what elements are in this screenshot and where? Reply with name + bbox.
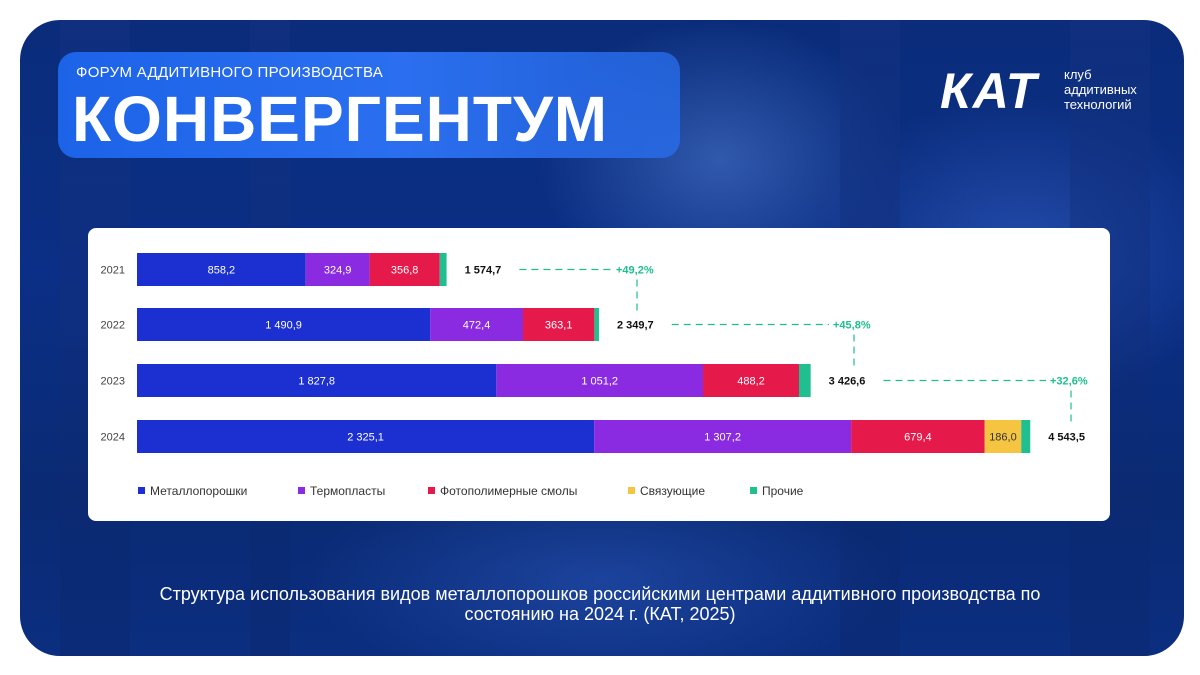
- stacked-bar-chart: 2021 858,2 324,9 356,8 1 574,7 2022 1 490,9 472…: [101, 253, 1088, 453]
- year-label: 2022: [101, 320, 125, 332]
- bar-segment: [851, 420, 985, 453]
- segment-value-label: 1 307,2: [704, 432, 741, 444]
- bar-segment: [305, 253, 370, 286]
- bar-segment: [1021, 420, 1031, 453]
- segment-value-label: 858,2: [208, 265, 236, 277]
- bar-segment: [522, 308, 595, 341]
- legend-item-thermo: Термопласты: [298, 484, 385, 498]
- kat-logo-subtitle: клуб аддитивных технологий: [1064, 67, 1174, 112]
- bar-segment: [137, 253, 306, 286]
- legend-label: Фотополимерные смолы: [440, 484, 578, 498]
- logo-subtitle-line: технологий: [1064, 97, 1132, 112]
- logo-subtitle-line: клуб: [1064, 67, 1092, 82]
- bar-segment: [439, 253, 447, 286]
- chart-caption: Структура использования видов металлопор…: [159, 584, 1041, 624]
- forum-name: КОНВЕРГЕНТУМ: [72, 83, 609, 155]
- year-label: 2021: [101, 265, 125, 277]
- chart-card: 2021 858,2 324,9 356,8 1 574,7 2022 1 490,9 472…: [88, 228, 1110, 521]
- growth-label: +49,2%: [616, 265, 654, 277]
- growth-label: +32,6%: [1050, 376, 1088, 388]
- logo-subtitle-line: аддитивных: [1064, 82, 1137, 97]
- total-label: 4 543,5: [1048, 432, 1085, 444]
- growth-label: +45,8%: [833, 320, 871, 332]
- legend-swatch: [428, 487, 435, 494]
- total-label: 1 574,7: [465, 265, 502, 277]
- bar-segment: [703, 364, 799, 397]
- legend-swatch: [628, 487, 635, 494]
- segment-value-label: 488,2: [737, 376, 765, 388]
- segment-value-label: 1 490,9: [265, 320, 302, 332]
- bar-segment: [137, 364, 497, 397]
- legend-item-binder: Связующие: [628, 484, 705, 498]
- legend-swatch: [138, 487, 145, 494]
- legend-item-other: Прочие: [750, 484, 803, 498]
- legend-label: Прочие: [762, 484, 804, 498]
- total-label: 3 426,6: [829, 376, 866, 388]
- legend-item-photo: Фотополимерные смолы: [428, 484, 577, 498]
- bar-segment: [430, 308, 523, 341]
- forum-label: ФОРУМ АДДИТИВНОГО ПРОИЗВОДСТВА: [76, 64, 384, 81]
- segment-value-label: 472,4: [463, 320, 491, 332]
- segment-value-label: 186,0: [989, 432, 1017, 444]
- bar-segment: [137, 308, 431, 341]
- legend-label: Термопласты: [310, 484, 386, 498]
- title-banner: [58, 52, 680, 158]
- segment-value-label: 1 051,2: [581, 376, 618, 388]
- bar-segment: [594, 308, 599, 341]
- legend-swatch: [750, 487, 757, 494]
- year-label: 2023: [101, 376, 125, 388]
- legend-item-metal: Металлопорошки: [138, 484, 247, 498]
- year-label: 2024: [101, 432, 125, 444]
- bar-segment: [594, 420, 852, 453]
- legend-label: Металлопорошки: [150, 484, 248, 498]
- segment-value-label: 324,9: [324, 265, 352, 277]
- kat-logo: КАТ: [940, 63, 1039, 119]
- bar-segment: [984, 420, 1022, 453]
- legend-swatch: [298, 487, 305, 494]
- segment-value-label: 679,4: [904, 432, 932, 444]
- legend-label: Связующие: [640, 484, 706, 498]
- segment-value-label: 356,8: [391, 265, 419, 277]
- bar-segment: [137, 420, 595, 453]
- bar-segment: [496, 364, 704, 397]
- segment-value-label: 1 827,8: [298, 376, 335, 388]
- total-label: 2 349,7: [617, 320, 654, 332]
- bar-segment: [369, 253, 440, 286]
- bar-segment: [798, 364, 811, 397]
- segment-value-label: 363,1: [545, 320, 573, 332]
- segment-value-label: 2 325,1: [347, 432, 384, 444]
